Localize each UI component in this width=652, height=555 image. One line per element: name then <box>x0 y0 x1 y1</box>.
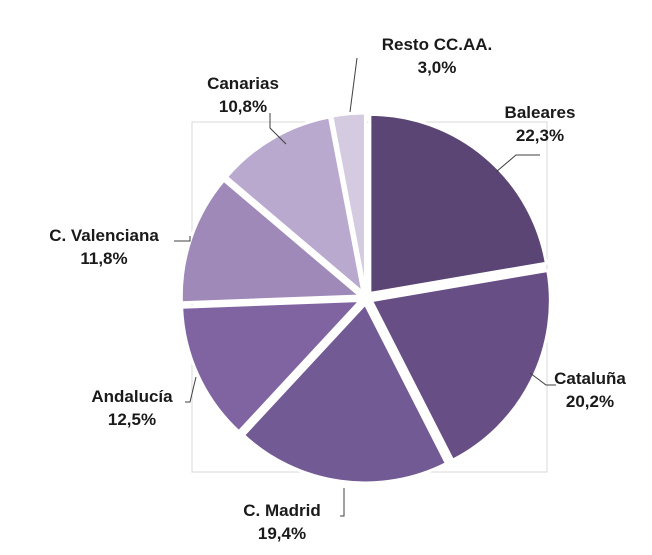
leader-line <box>529 372 556 386</box>
slice-value-label: 20,2% <box>566 392 614 411</box>
leader-line <box>269 113 287 145</box>
leader-line <box>495 154 540 173</box>
slice-label: Andalucía <box>91 387 173 406</box>
slice-label: Baleares <box>505 103 576 122</box>
slice-value-label: 10,8% <box>219 97 267 116</box>
pie-slices <box>179 111 552 485</box>
pie-slice-cataluña <box>369 268 552 463</box>
slice-value-label: 3,0% <box>418 58 457 77</box>
slice-label: Canarias <box>207 74 279 93</box>
slice-value-label: 22,3% <box>516 126 564 145</box>
pie-slice-andaluc-a <box>180 298 365 434</box>
pie-slice-baleares <box>368 112 549 296</box>
slice-label: Resto CC.AA. <box>382 35 493 54</box>
slice-value-label: 11,8% <box>80 249 127 268</box>
slice-label: Cataluña <box>554 369 626 388</box>
pie-labels: Baleares 22,3% Cataluña 20,2% C. Madrid 19,4%… <box>49 35 626 543</box>
leader-line <box>185 376 197 403</box>
slice-value-label: 12,5% <box>108 410 156 429</box>
pie-slice-c-madrid <box>241 301 449 485</box>
slice-label: C. Valenciana <box>49 226 159 245</box>
slice-value-label: 19,4% <box>258 524 306 543</box>
pie-slice-canarias <box>224 115 366 297</box>
slice-label: C. Madrid <box>243 501 320 520</box>
pie-slice-c-valenciana <box>179 178 365 305</box>
pie-slice-resto-cc-aa- <box>330 111 367 293</box>
leader-line <box>349 57 358 113</box>
leader-line <box>340 488 345 517</box>
leader-line <box>174 236 191 242</box>
